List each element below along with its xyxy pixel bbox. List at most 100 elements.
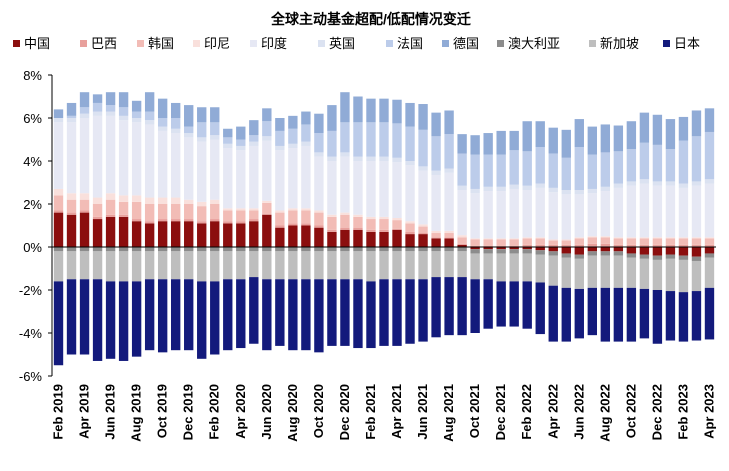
bar-segment-1-10: [184, 219, 194, 222]
bar-segment-5-7: [144, 120, 155, 125]
bar-segment-2-25: [379, 219, 389, 230]
bar-segment-1-30: [444, 237, 454, 239]
bar-segment-3-47: [665, 237, 676, 239]
bar-segment-10-18: [288, 279, 298, 351]
bar-segment-8-2: [79, 247, 90, 252]
bar-segment-1-18: [288, 223, 298, 226]
bar-segment-4-49: [691, 185, 702, 238]
bar-segment-8-10: [184, 247, 194, 252]
bar-segment-4-50: [704, 183, 715, 238]
bar-segment-10-48: [678, 292, 689, 342]
bar-segment-1-4: [105, 214, 116, 217]
bar-segment-3-7: [144, 197, 155, 204]
x-tick-label: Aug 2022: [597, 384, 612, 442]
legend-swatch-9: [589, 40, 596, 47]
bar-segment-4-3: [92, 115, 103, 198]
bar-segment-9-44: [626, 257, 637, 288]
bar-segment-8-46: [652, 255, 663, 260]
bar-segment-3-20: [314, 210, 324, 213]
bar-segment-0-7: [144, 223, 155, 247]
bar-segment-8-22: [340, 247, 350, 252]
bar-segment-9-7: [144, 251, 155, 280]
bar-segment-9-0: [53, 251, 64, 282]
bar-segment-10-27: [405, 279, 415, 344]
bar-segment-7-32: [470, 135, 480, 155]
bar-segment-7-2: [79, 92, 90, 108]
bar-segment-7-43: [613, 125, 624, 152]
bar-segment-8-6: [131, 247, 142, 252]
bar-segment-6-7: [144, 111, 155, 121]
bar-segment-1-28: [418, 233, 428, 235]
bar-segment-8-50: [704, 253, 715, 258]
bar-segment-4-5: [118, 120, 129, 196]
bar-segment-0-26: [392, 229, 402, 247]
bar-segment-9-49: [691, 260, 702, 292]
bar-segment-8-37: [535, 250, 545, 255]
bar-segment-6-15: [249, 135, 259, 142]
bar-segment-9-14: [236, 251, 246, 280]
bar-segment-7-4: [105, 92, 116, 106]
bar-segment-9-50: [704, 257, 715, 288]
bar-segment-7-33: [483, 133, 493, 155]
bar-segment-6-14: [236, 139, 246, 146]
bar-segment-10-20: [314, 279, 324, 353]
y-tick-label: -2%: [19, 283, 43, 298]
bar-segment-0-40: [574, 247, 584, 255]
bar-segment-5-12: [210, 135, 220, 140]
bar-segment-5-39: [561, 190, 571, 195]
bar-segment-0-13: [223, 223, 233, 247]
bar-segment-3-31: [457, 235, 467, 238]
bar-segment-3-41: [587, 236, 597, 238]
bar-segment-0-25: [379, 231, 389, 247]
bar-segment-3-34: [496, 238, 506, 240]
bar-segment-1-44: [626, 244, 637, 247]
bar-segment-7-31: [457, 134, 467, 154]
bar-segment-3-9: [171, 197, 181, 204]
bar-segment-10-24: [366, 281, 376, 349]
bar-segment-8-33: [483, 249, 493, 254]
x-tick-label: Feb 2021: [363, 384, 378, 440]
bar-segment-2-32: [470, 239, 480, 246]
bar-segment-5-29: [431, 170, 441, 175]
bar-segment-1-7: [144, 221, 155, 224]
bar-segment-1-9: [171, 219, 181, 222]
bar-segment-8-8: [157, 247, 168, 252]
bar-segment-10-21: [327, 279, 337, 346]
bar-segment-4-4: [105, 115, 116, 194]
legend-swatch-10: [663, 40, 670, 47]
bar-segment-6-17: [275, 130, 285, 146]
legend-label-1: 巴西: [91, 36, 117, 51]
bar-segment-3-38: [548, 239, 558, 241]
bar-segment-2-40: [574, 238, 584, 245]
bar-segment-8-34: [496, 249, 506, 254]
bar-segment-1-13: [223, 221, 233, 224]
bar-segment-8-29: [431, 247, 441, 252]
y-tick-label: 4%: [23, 154, 42, 169]
bar-segment-8-1: [66, 247, 77, 252]
bar-segment-6-36: [522, 151, 532, 186]
bar-segment-5-40: [574, 190, 584, 195]
bar-segment-0-22: [340, 229, 350, 247]
bar-segment-6-42: [600, 152, 611, 187]
bar-segment-4-36: [522, 190, 532, 238]
bar-segment-8-5: [118, 247, 129, 252]
bar-segment-3-39: [561, 239, 571, 241]
bar-segment-7-1: [66, 102, 77, 116]
bar-segment-4-48: [678, 187, 689, 238]
bar-segment-5-37: [535, 183, 545, 188]
legend-swatch-6: [386, 40, 393, 47]
bar-segment-1-2: [79, 210, 90, 213]
bar-segment-3-23: [353, 214, 363, 217]
bar-segment-1-27: [405, 231, 415, 235]
bar-segment-4-15: [249, 145, 259, 209]
y-tick-label: 6%: [23, 111, 42, 126]
bar-segment-6-27: [405, 126, 415, 161]
bar-segment-2-39: [561, 240, 571, 245]
bar-segment-8-27: [405, 247, 415, 252]
bar-segment-6-6: [131, 111, 142, 118]
bar-segment-7-46: [652, 114, 663, 145]
bar-segment-9-29: [431, 251, 441, 278]
bar-segment-9-17: [275, 251, 285, 280]
bar-segment-2-3: [92, 204, 103, 217]
bar-segment-8-35: [509, 249, 519, 254]
